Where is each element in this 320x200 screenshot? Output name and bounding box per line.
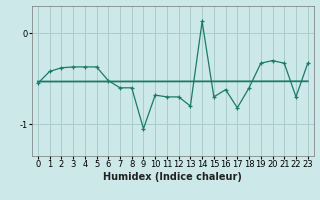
X-axis label: Humidex (Indice chaleur): Humidex (Indice chaleur) (103, 172, 242, 182)
